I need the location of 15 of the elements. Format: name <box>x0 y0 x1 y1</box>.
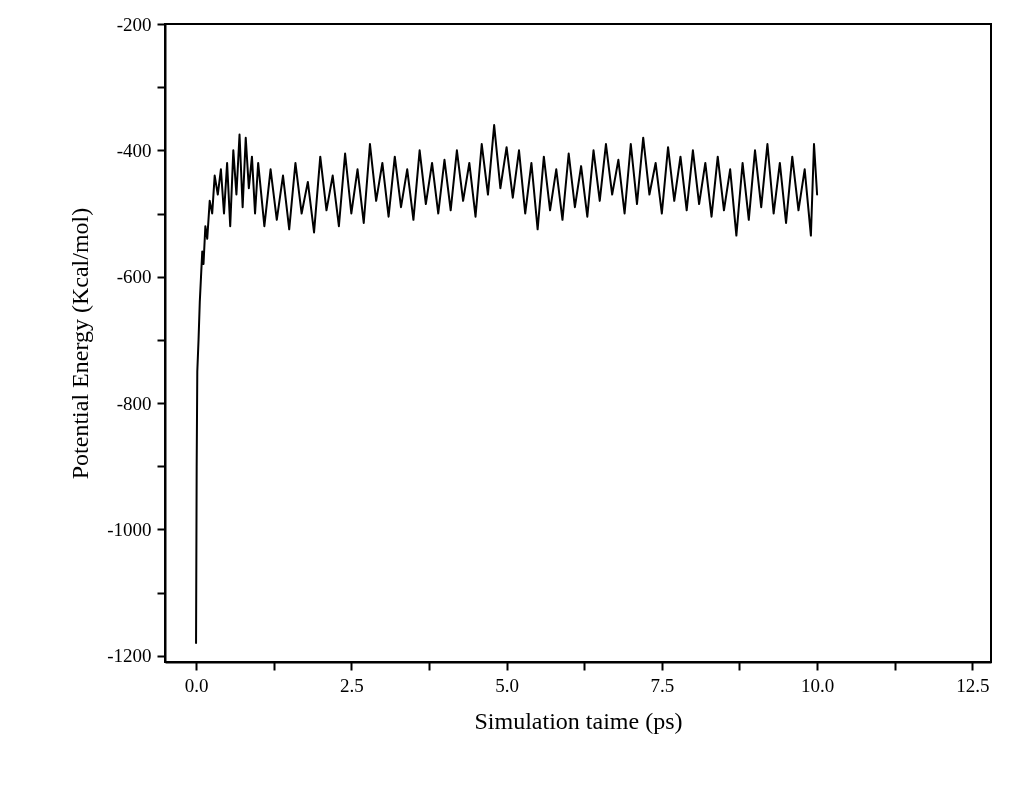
y-tick-label: -1000 <box>107 518 152 540</box>
x-tick-label: 10.0 <box>800 674 835 696</box>
y-tick-label: -200 <box>116 13 152 35</box>
y-tick-label: -400 <box>116 139 152 161</box>
y-axis-title: Potential Energy (Kcal/mol) <box>67 207 94 480</box>
y-tick-label: -600 <box>116 266 152 288</box>
x-tick-label: 0.0 <box>184 674 209 696</box>
y-tick-label: -800 <box>116 392 152 414</box>
x-tick-label: 2.5 <box>339 674 364 696</box>
line-series <box>195 124 819 645</box>
x-tick-label: 12.5 <box>956 674 990 696</box>
x-tick-label: 5.0 <box>495 674 519 696</box>
x-tick-label: 7.5 <box>650 674 675 696</box>
y-tick-label: -1200 <box>107 645 152 667</box>
x-axis-title: Simulation taime (ps) <box>474 707 683 734</box>
